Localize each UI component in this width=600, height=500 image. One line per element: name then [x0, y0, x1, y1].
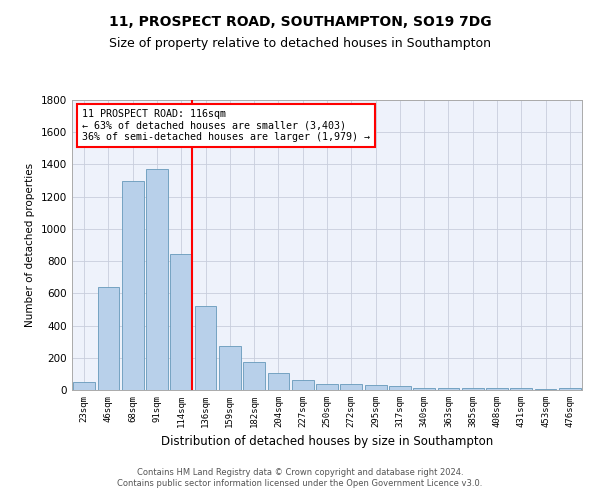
Text: Contains HM Land Registry data © Crown copyright and database right 2024.
Contai: Contains HM Land Registry data © Crown c… — [118, 468, 482, 487]
Bar — [194, 306, 217, 390]
Bar — [486, 388, 508, 390]
Bar — [437, 388, 460, 390]
Bar — [413, 388, 435, 390]
Bar — [73, 382, 95, 390]
Bar — [365, 385, 386, 390]
Bar — [268, 373, 289, 390]
Bar — [340, 384, 362, 390]
Y-axis label: Number of detached properties: Number of detached properties — [25, 163, 35, 327]
Bar — [97, 287, 119, 390]
Bar — [146, 170, 168, 390]
X-axis label: Distribution of detached houses by size in Southampton: Distribution of detached houses by size … — [161, 436, 493, 448]
Text: 11 PROSPECT ROAD: 116sqm
← 63% of detached houses are smaller (3,403)
36% of sem: 11 PROSPECT ROAD: 116sqm ← 63% of detach… — [82, 108, 370, 142]
Bar — [122, 180, 143, 390]
Bar — [292, 380, 314, 390]
Bar — [462, 388, 484, 390]
Bar — [511, 388, 532, 390]
Bar — [535, 389, 556, 390]
Bar — [389, 386, 411, 390]
Bar — [243, 362, 265, 390]
Bar — [170, 254, 192, 390]
Text: 11, PROSPECT ROAD, SOUTHAMPTON, SO19 7DG: 11, PROSPECT ROAD, SOUTHAMPTON, SO19 7DG — [109, 15, 491, 29]
Bar — [316, 384, 338, 390]
Bar — [559, 388, 581, 390]
Bar — [219, 346, 241, 390]
Text: Size of property relative to detached houses in Southampton: Size of property relative to detached ho… — [109, 38, 491, 51]
